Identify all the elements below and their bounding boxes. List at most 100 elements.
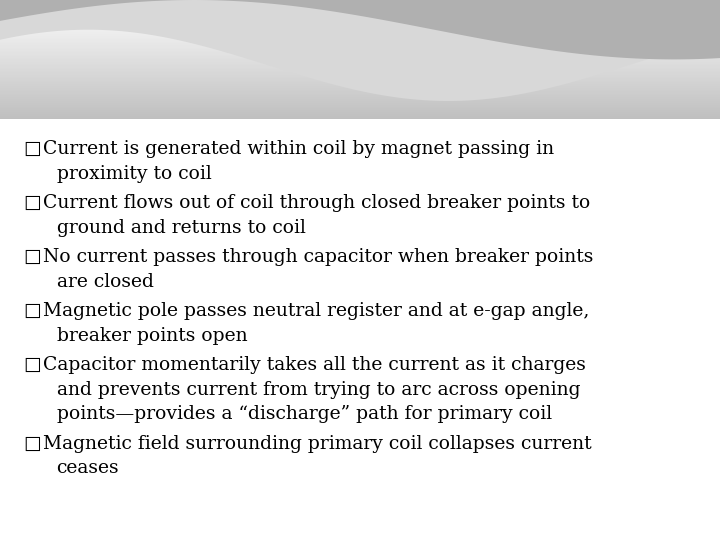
Bar [0, 23, 720, 24]
Bar [0, 2, 720, 4]
Bar [0, 31, 720, 32]
Bar [0, 22, 720, 23]
Text: Capacitor momentarily takes all the current as it charges: Capacitor momentarily takes all the curr… [43, 356, 586, 374]
Bar [0, 38, 720, 39]
Bar [0, 107, 720, 108]
Bar [0, 111, 720, 112]
PathPatch shape [0, 0, 720, 131]
Bar [0, 37, 720, 38]
Bar [0, 36, 720, 37]
Bar [0, 42, 720, 43]
Bar [0, 114, 720, 115]
Bar [0, 8, 720, 10]
Bar [0, 7, 720, 8]
Bar [0, 32, 720, 33]
Bar [0, 115, 720, 117]
Bar [0, 78, 720, 79]
Bar [0, 17, 720, 18]
Bar [0, 83, 720, 84]
Bar [0, 13, 720, 14]
Bar [0, 103, 720, 105]
Bar [0, 4, 720, 5]
Text: Magnetic field surrounding primary coil collapses current: Magnetic field surrounding primary coil … [43, 435, 592, 453]
Bar [0, 101, 720, 102]
Bar [0, 56, 720, 57]
Bar [0, 100, 720, 101]
PathPatch shape [0, 0, 720, 59]
Bar [0, 97, 720, 99]
Bar [0, 14, 720, 16]
Text: □: □ [23, 248, 41, 266]
Text: Magnetic pole passes neutral register and at e-gap angle,: Magnetic pole passes neutral register an… [43, 302, 590, 320]
Bar [0, 117, 720, 118]
Bar [0, 33, 720, 35]
Text: Current flows out of coil through closed breaker points to: Current flows out of coil through closed… [43, 194, 590, 212]
Bar [0, 40, 720, 42]
Bar [0, 70, 720, 71]
Bar [0, 113, 720, 114]
Bar [0, 60, 720, 62]
Text: and prevents current from trying to arc across opening: and prevents current from trying to arc … [56, 381, 580, 399]
Bar [0, 46, 720, 48]
Bar [0, 85, 720, 87]
Text: Primary Circuit--electrical: Primary Circuit--electrical [27, 70, 618, 114]
Text: □: □ [23, 302, 41, 320]
Bar [0, 50, 720, 51]
Bar [0, 64, 720, 65]
Text: breaker points open: breaker points open [56, 327, 247, 345]
Bar [0, 82, 720, 83]
Bar [0, 84, 720, 85]
Bar [0, 105, 720, 106]
Bar [0, 18, 720, 19]
Text: proximity to coil: proximity to coil [56, 165, 211, 183]
Bar [0, 55, 720, 56]
Bar [0, 62, 720, 63]
PathPatch shape [0, 0, 720, 101]
Bar [0, 44, 720, 45]
Text: points—provides a “discharge” path for primary coil: points—provides a “discharge” path for p… [56, 405, 552, 423]
Bar [0, 35, 720, 36]
Bar [0, 43, 720, 44]
Bar [0, 79, 720, 81]
Bar [0, 109, 720, 111]
Bar [0, 108, 720, 109]
Bar [0, 96, 720, 97]
Text: □: □ [23, 194, 41, 212]
Bar [0, 90, 720, 91]
Bar [0, 59, 720, 60]
Bar [0, 95, 720, 96]
Bar [0, 93, 720, 94]
Text: ceases: ceases [56, 459, 119, 477]
Text: □: □ [23, 356, 41, 374]
Bar [0, 20, 720, 22]
Bar [0, 102, 720, 103]
Bar [0, 118, 720, 119]
Bar [0, 49, 720, 50]
Bar [0, 99, 720, 100]
Bar [0, 48, 720, 49]
Bar [0, 63, 720, 64]
Bar [0, 77, 720, 78]
Bar [0, 0, 720, 1]
Bar [0, 94, 720, 95]
Bar [0, 58, 720, 59]
Bar [0, 73, 720, 75]
Bar [0, 72, 720, 73]
Bar [0, 87, 720, 88]
Bar [0, 19, 720, 20]
Bar [0, 30, 720, 31]
Bar [0, 112, 720, 113]
Text: No current passes through capacitor when breaker points: No current passes through capacitor when… [43, 248, 593, 266]
Bar [0, 28, 720, 29]
Bar [0, 26, 720, 28]
Text: Current is generated within coil by magnet passing in: Current is generated within coil by magn… [43, 140, 554, 158]
Bar [0, 71, 720, 72]
Bar [0, 68, 720, 69]
Text: □: □ [23, 140, 41, 158]
Bar [0, 45, 720, 46]
Text: ground and returns to coil: ground and returns to coil [56, 219, 305, 237]
Bar [0, 12, 720, 13]
Bar [0, 75, 720, 76]
Text: □: □ [23, 435, 41, 453]
Bar [0, 11, 720, 12]
